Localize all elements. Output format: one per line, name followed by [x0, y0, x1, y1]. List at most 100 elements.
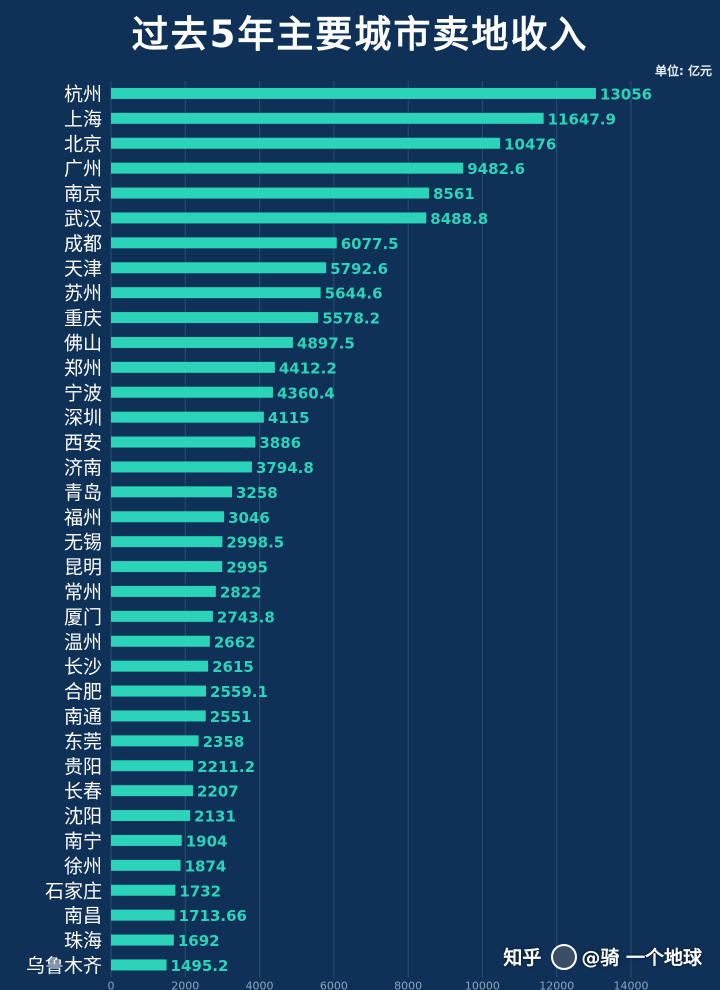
category-label: 苏州 — [64, 283, 102, 305]
bar — [111, 536, 223, 548]
bar-value-label: 2551 — [210, 708, 252, 726]
unit-label: 单位: 亿元 — [655, 64, 712, 78]
category-label: 南宁 — [64, 830, 102, 852]
bar-value-label: 2211.2 — [197, 758, 255, 776]
watermark-author: @骑 一个地球 — [581, 947, 702, 969]
category-label: 宁波 — [64, 382, 102, 404]
bar — [111, 312, 319, 324]
bar-value-label: 2559.1 — [210, 683, 268, 701]
bar-value-label: 6077.5 — [341, 235, 399, 253]
category-label: 沈阳 — [64, 806, 102, 828]
x-tick-label: 6000 — [320, 979, 348, 990]
x-tick-label: 0 — [108, 979, 115, 990]
bar-value-label: 3794.8 — [256, 459, 314, 477]
category-labels: 杭州上海北京广州南京武汉成都天津苏州重庆佛山郑州宁波深圳西安济南青岛福州无锡昆明… — [26, 83, 102, 977]
category-label: 郑州 — [64, 357, 102, 379]
bar — [111, 436, 256, 448]
category-label: 天津 — [64, 258, 102, 280]
bar — [111, 386, 273, 398]
bar-value-label: 2207 — [197, 783, 239, 801]
bar — [111, 660, 209, 672]
grid-lines — [110, 81, 632, 978]
x-axis-ticks: 0 2000 4000 6000 8000 10000 12000 14000 — [108, 979, 649, 990]
x-tick-label: 2000 — [171, 979, 199, 990]
bar-value-label: 1713.66 — [179, 907, 247, 925]
bar — [111, 212, 427, 224]
bar-value-label: 2995 — [226, 559, 268, 577]
bar — [111, 461, 252, 473]
bar — [111, 884, 176, 896]
category-label: 上海 — [64, 108, 102, 130]
x-tick-label: 14000 — [614, 979, 649, 990]
bar-value-label: 5578.2 — [322, 310, 380, 328]
category-label: 广州 — [64, 158, 102, 180]
bar — [111, 834, 182, 846]
bar-value-label: 2131 — [194, 808, 236, 826]
category-label: 乌鲁木齐 — [26, 955, 102, 977]
bar-value-label: 8561 — [433, 185, 475, 203]
bar-value-label: 3258 — [236, 484, 278, 502]
bar-value-label: 4360.4 — [277, 384, 335, 402]
x-tick-label: 4000 — [246, 979, 274, 990]
category-label: 昆明 — [64, 557, 102, 579]
category-label: 厦门 — [64, 606, 102, 628]
bar — [111, 486, 233, 498]
bar — [111, 336, 293, 348]
bar — [111, 511, 225, 523]
bars — [111, 87, 596, 971]
bar — [111, 87, 596, 99]
bar — [111, 934, 174, 946]
bar-value-label: 8488.8 — [430, 210, 488, 228]
bar — [111, 859, 181, 871]
bar-value-label: 10476 — [504, 135, 556, 153]
category-label: 长春 — [64, 781, 102, 803]
category-label: 徐州 — [64, 855, 102, 877]
category-label: 南昌 — [64, 905, 102, 927]
bar — [111, 635, 210, 647]
category-label: 无锡 — [64, 532, 102, 554]
bar — [111, 785, 193, 797]
category-label: 合肥 — [64, 681, 102, 703]
value-labels: 13056 11647.9 10476 9482.6 8561 8488.8 6077.5 5… — [171, 85, 653, 975]
bar — [111, 262, 327, 274]
category-label: 杭州 — [64, 83, 102, 105]
bar-value-label: 3046 — [228, 509, 270, 527]
bar — [111, 411, 264, 423]
category-label: 南京 — [64, 183, 102, 205]
bar-value-label: 11647.9 — [548, 110, 616, 128]
category-label: 青岛 — [64, 482, 102, 504]
bar-value-label: 2662 — [214, 633, 256, 651]
bar-value-label: 2615 — [212, 658, 254, 676]
category-label: 武汉 — [64, 208, 102, 230]
bar-value-label: 3886 — [259, 434, 301, 452]
bar-value-label: 4897.5 — [297, 334, 355, 352]
category-label: 石家庄 — [45, 880, 102, 902]
category-label: 珠海 — [64, 930, 102, 952]
category-label: 重庆 — [64, 308, 102, 330]
category-label: 东莞 — [64, 731, 102, 753]
bar — [111, 137, 501, 149]
bar-value-label: 2998.5 — [226, 534, 284, 552]
category-label: 福州 — [64, 507, 102, 529]
bar — [111, 610, 213, 622]
bar — [111, 760, 194, 772]
bar-value-label: 1874 — [185, 857, 227, 875]
chart-title: 过去5年主要城市卖地收入 — [131, 13, 589, 56]
category-label: 贵阳 — [64, 756, 102, 778]
watermark-brand: 知乎 — [503, 947, 542, 969]
category-label: 西安 — [64, 432, 102, 454]
bar — [111, 561, 223, 573]
bar — [111, 585, 216, 597]
bar-value-label: 5644.6 — [325, 285, 383, 303]
bar — [111, 112, 544, 124]
category-label: 成都 — [64, 233, 102, 255]
category-label: 佛山 — [64, 332, 102, 354]
bar-value-label: 13056 — [600, 85, 652, 103]
bar — [111, 959, 167, 971]
bar-value-label: 5792.6 — [330, 260, 388, 278]
x-tick-label: 12000 — [539, 979, 574, 990]
bar — [111, 361, 275, 373]
bar-value-label: 1495.2 — [171, 957, 229, 975]
bar — [111, 287, 321, 299]
